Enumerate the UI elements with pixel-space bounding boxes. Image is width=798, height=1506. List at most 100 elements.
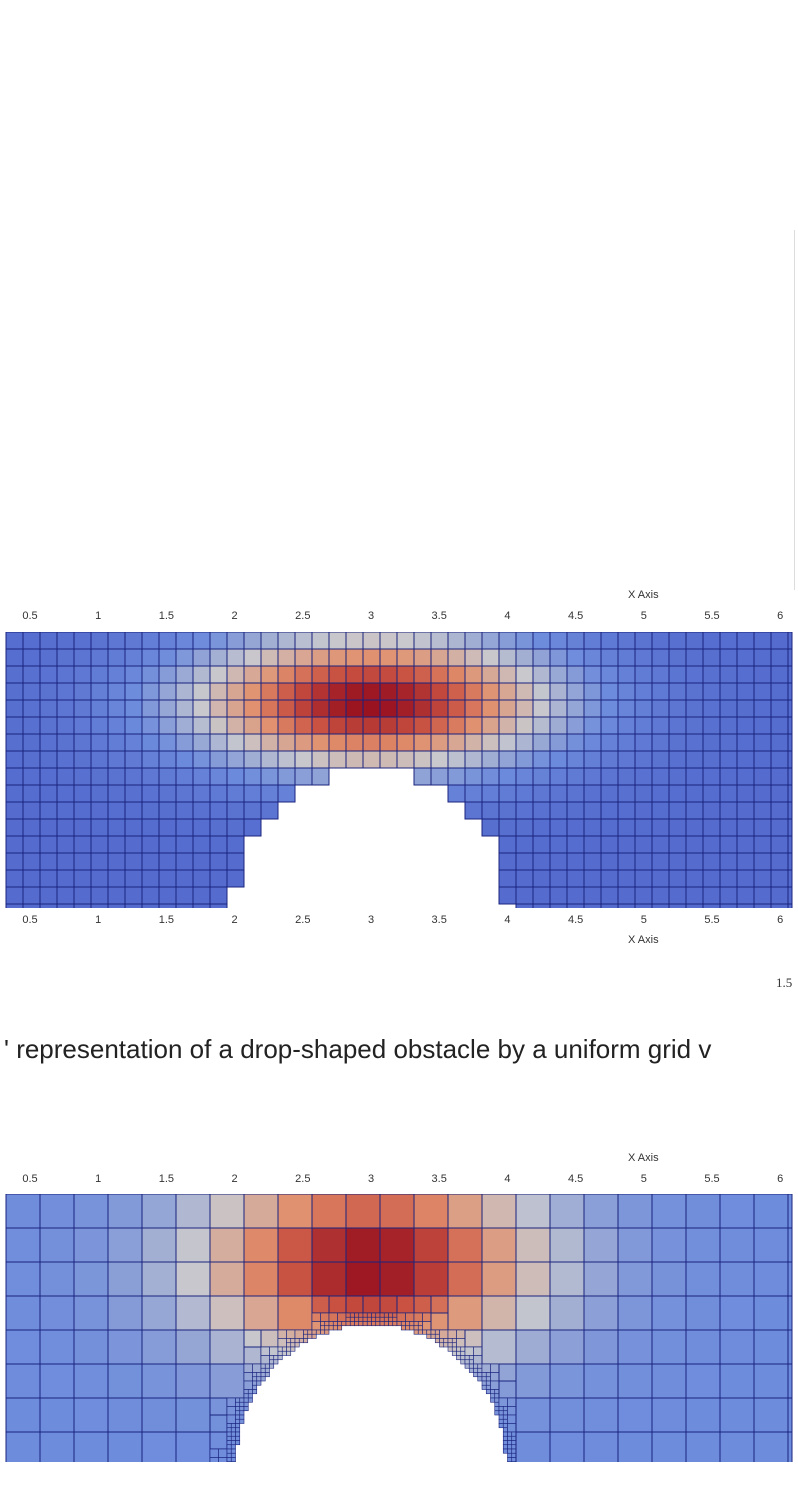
mesh-cell [753, 886, 772, 905]
mesh-cell [362, 665, 381, 684]
adaptive-cell [107, 1194, 143, 1229]
adaptive-cell [260, 1367, 266, 1373]
mesh-cell [175, 801, 194, 820]
mesh-cell [600, 903, 619, 908]
mesh-cell [311, 648, 330, 667]
adaptive-cell [235, 1418, 241, 1424]
mesh-cell [226, 716, 245, 735]
adaptive-cell [175, 1261, 211, 1297]
adaptive-cell [494, 1393, 500, 1399]
mesh-cell [141, 869, 160, 888]
mesh-cell [243, 632, 262, 650]
mesh-cell [634, 750, 653, 769]
mesh-cell [175, 784, 194, 803]
mesh-cell [668, 733, 687, 752]
adaptive-cell [617, 1227, 653, 1263]
mesh-cell [243, 716, 262, 735]
mesh-cell [22, 903, 41, 908]
adaptive-cell [209, 1261, 245, 1297]
mesh-cell [549, 750, 568, 769]
adaptive-cell [447, 1261, 483, 1297]
mesh-cell [243, 665, 262, 684]
adaptive-cell [617, 1431, 653, 1462]
adaptive-cell [651, 1194, 687, 1229]
mesh-cell [379, 665, 398, 684]
adaptive-cell [290, 1346, 296, 1352]
adaptive-cell [473, 1367, 479, 1373]
adaptive-cell [473, 1372, 479, 1378]
adaptive-cell [651, 1261, 687, 1297]
mesh-cell [107, 733, 126, 752]
mesh-cell [430, 767, 449, 786]
adaptive-cell [490, 1389, 496, 1395]
adaptive-cell [388, 1312, 394, 1318]
adaptive-cell [473, 1355, 483, 1365]
adaptive-cell [485, 1389, 491, 1395]
mesh-cell [22, 852, 41, 871]
mesh-cell [481, 699, 500, 718]
mesh-cell [328, 665, 347, 684]
adaptive-cell [252, 1363, 262, 1373]
mesh-cell [753, 835, 772, 854]
mesh-cell [583, 750, 602, 769]
adaptive-cell [226, 1423, 232, 1429]
adaptive-cell [226, 1444, 232, 1450]
mesh-cell [481, 818, 500, 837]
mesh-cell [22, 716, 41, 735]
adaptive-cell [243, 1346, 262, 1365]
adaptive-cell [502, 1444, 508, 1450]
adaptive-cell [226, 1440, 232, 1446]
adaptive-cell [73, 1397, 109, 1433]
mesh-cell [73, 801, 92, 820]
adaptive-cell [239, 1418, 245, 1424]
adaptive-cell [286, 1346, 292, 1352]
adaptive-cell [273, 1355, 279, 1361]
mesh-cell [56, 699, 75, 718]
top-lower-tick-2: 2 [231, 914, 238, 926]
adaptive-cell [247, 1397, 253, 1403]
mesh-cell [107, 750, 126, 769]
adaptive-cell [362, 1312, 368, 1318]
mesh-cell [379, 699, 398, 718]
mesh-cell [549, 852, 568, 871]
mesh-cell [549, 784, 568, 803]
mesh-cell [770, 733, 789, 752]
adaptive-cell [685, 1261, 721, 1297]
mesh-cell [56, 648, 75, 667]
mesh-cell [600, 733, 619, 752]
bottom-tick-4.5: 4.5 [567, 1173, 584, 1185]
mesh-cell [685, 733, 704, 752]
mesh-cell [192, 750, 211, 769]
mesh-cell [515, 784, 534, 803]
adaptive-cell [252, 1389, 258, 1395]
mesh-cell [498, 648, 517, 667]
mesh-cell [702, 750, 721, 769]
right-edge-line [794, 230, 795, 590]
adaptive-cell [473, 1363, 479, 1369]
mesh-cell [464, 784, 483, 803]
adaptive-cell [473, 1346, 483, 1356]
mesh-cell [481, 750, 500, 769]
adaptive-cell [286, 1350, 292, 1356]
mesh-cell [209, 733, 228, 752]
mesh-cell [634, 665, 653, 684]
mesh-cell [396, 665, 415, 684]
mesh-cell [634, 716, 653, 735]
adaptive-cell [456, 1355, 462, 1361]
mesh-cell [141, 648, 160, 667]
mesh-cell [294, 682, 313, 701]
mesh-cell [192, 682, 211, 701]
adaptive-cell [366, 1312, 372, 1318]
mesh-cell [685, 682, 704, 701]
top-lower-tick-4.5: 4.5 [567, 914, 584, 926]
bottom-tick-2: 2 [231, 1173, 238, 1185]
adaptive-cell [507, 1435, 513, 1441]
adaptive-cell [583, 1295, 619, 1331]
adaptive-cell [247, 1389, 253, 1395]
mesh-cell [209, 632, 228, 650]
adaptive-cell [252, 1380, 258, 1386]
mesh-cell [515, 835, 534, 854]
adaptive-cell [39, 1431, 75, 1462]
mesh-cell [719, 750, 738, 769]
mesh-cell [209, 750, 228, 769]
